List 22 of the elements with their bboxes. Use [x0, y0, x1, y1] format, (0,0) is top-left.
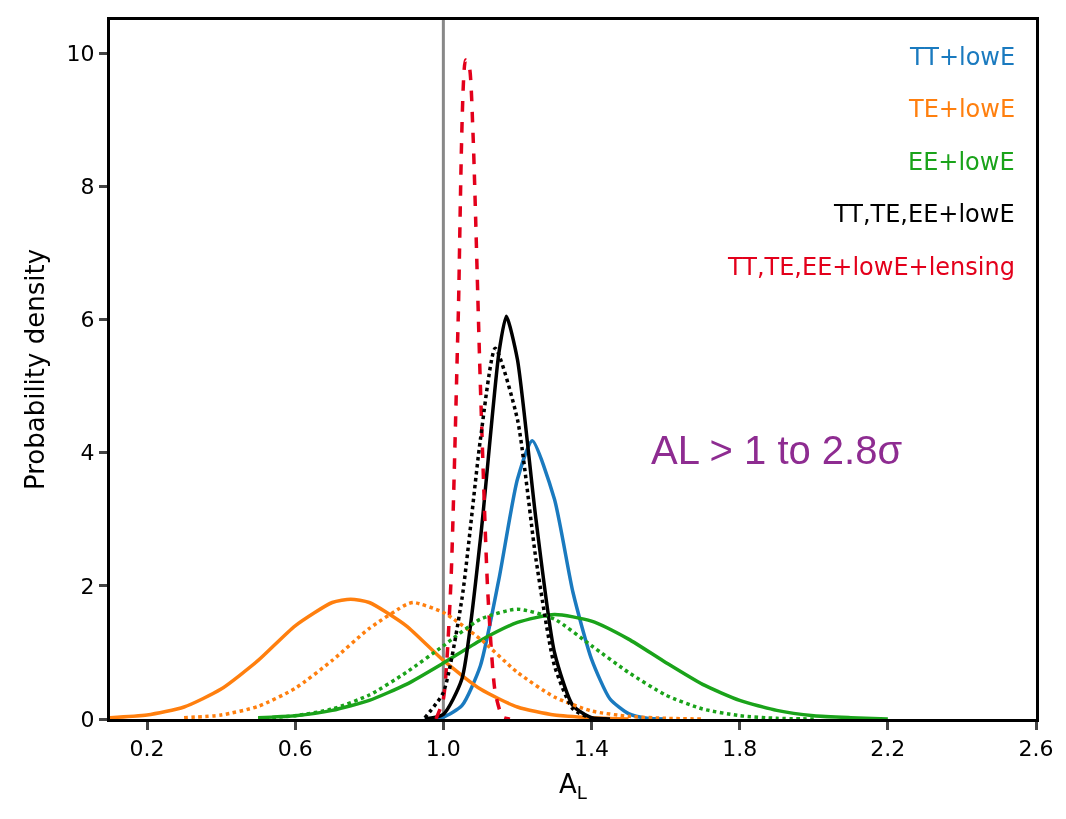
x-tick-label: 2.2 [870, 736, 906, 762]
y-tick-label: 10 [66, 40, 95, 66]
text: TT,TE,EE+lowE+lensing [727, 253, 1015, 281]
x-tick-label: 0.6 [277, 736, 313, 762]
y-tick-label: 2 [80, 573, 95, 599]
y-tick-label: 6 [80, 307, 95, 333]
text: TT+lowE [909, 43, 1016, 71]
x-axis-title: A$_{L}$ [559, 769, 588, 803]
y-tick-label: 0 [80, 706, 95, 732]
line-series [434, 58, 512, 719]
text: TE+lowE [908, 95, 1016, 123]
text: TT,TE,EE+lowE [833, 200, 1015, 228]
x-tick-label: 2.6 [1018, 736, 1054, 762]
x-tick-label: 1.4 [574, 736, 610, 762]
annotation: AL > 1 to 2.8σ [651, 428, 903, 472]
y-tick-label: 8 [80, 174, 95, 200]
y-axis-title: Probability density [20, 248, 50, 491]
x-tick-label: 0.2 [129, 736, 165, 762]
y-tick-label: 4 [80, 440, 95, 466]
x-tick-label: 1.0 [425, 736, 461, 762]
text: EE+lowE [908, 148, 1015, 176]
x-tick-label: 1.8 [722, 736, 758, 762]
